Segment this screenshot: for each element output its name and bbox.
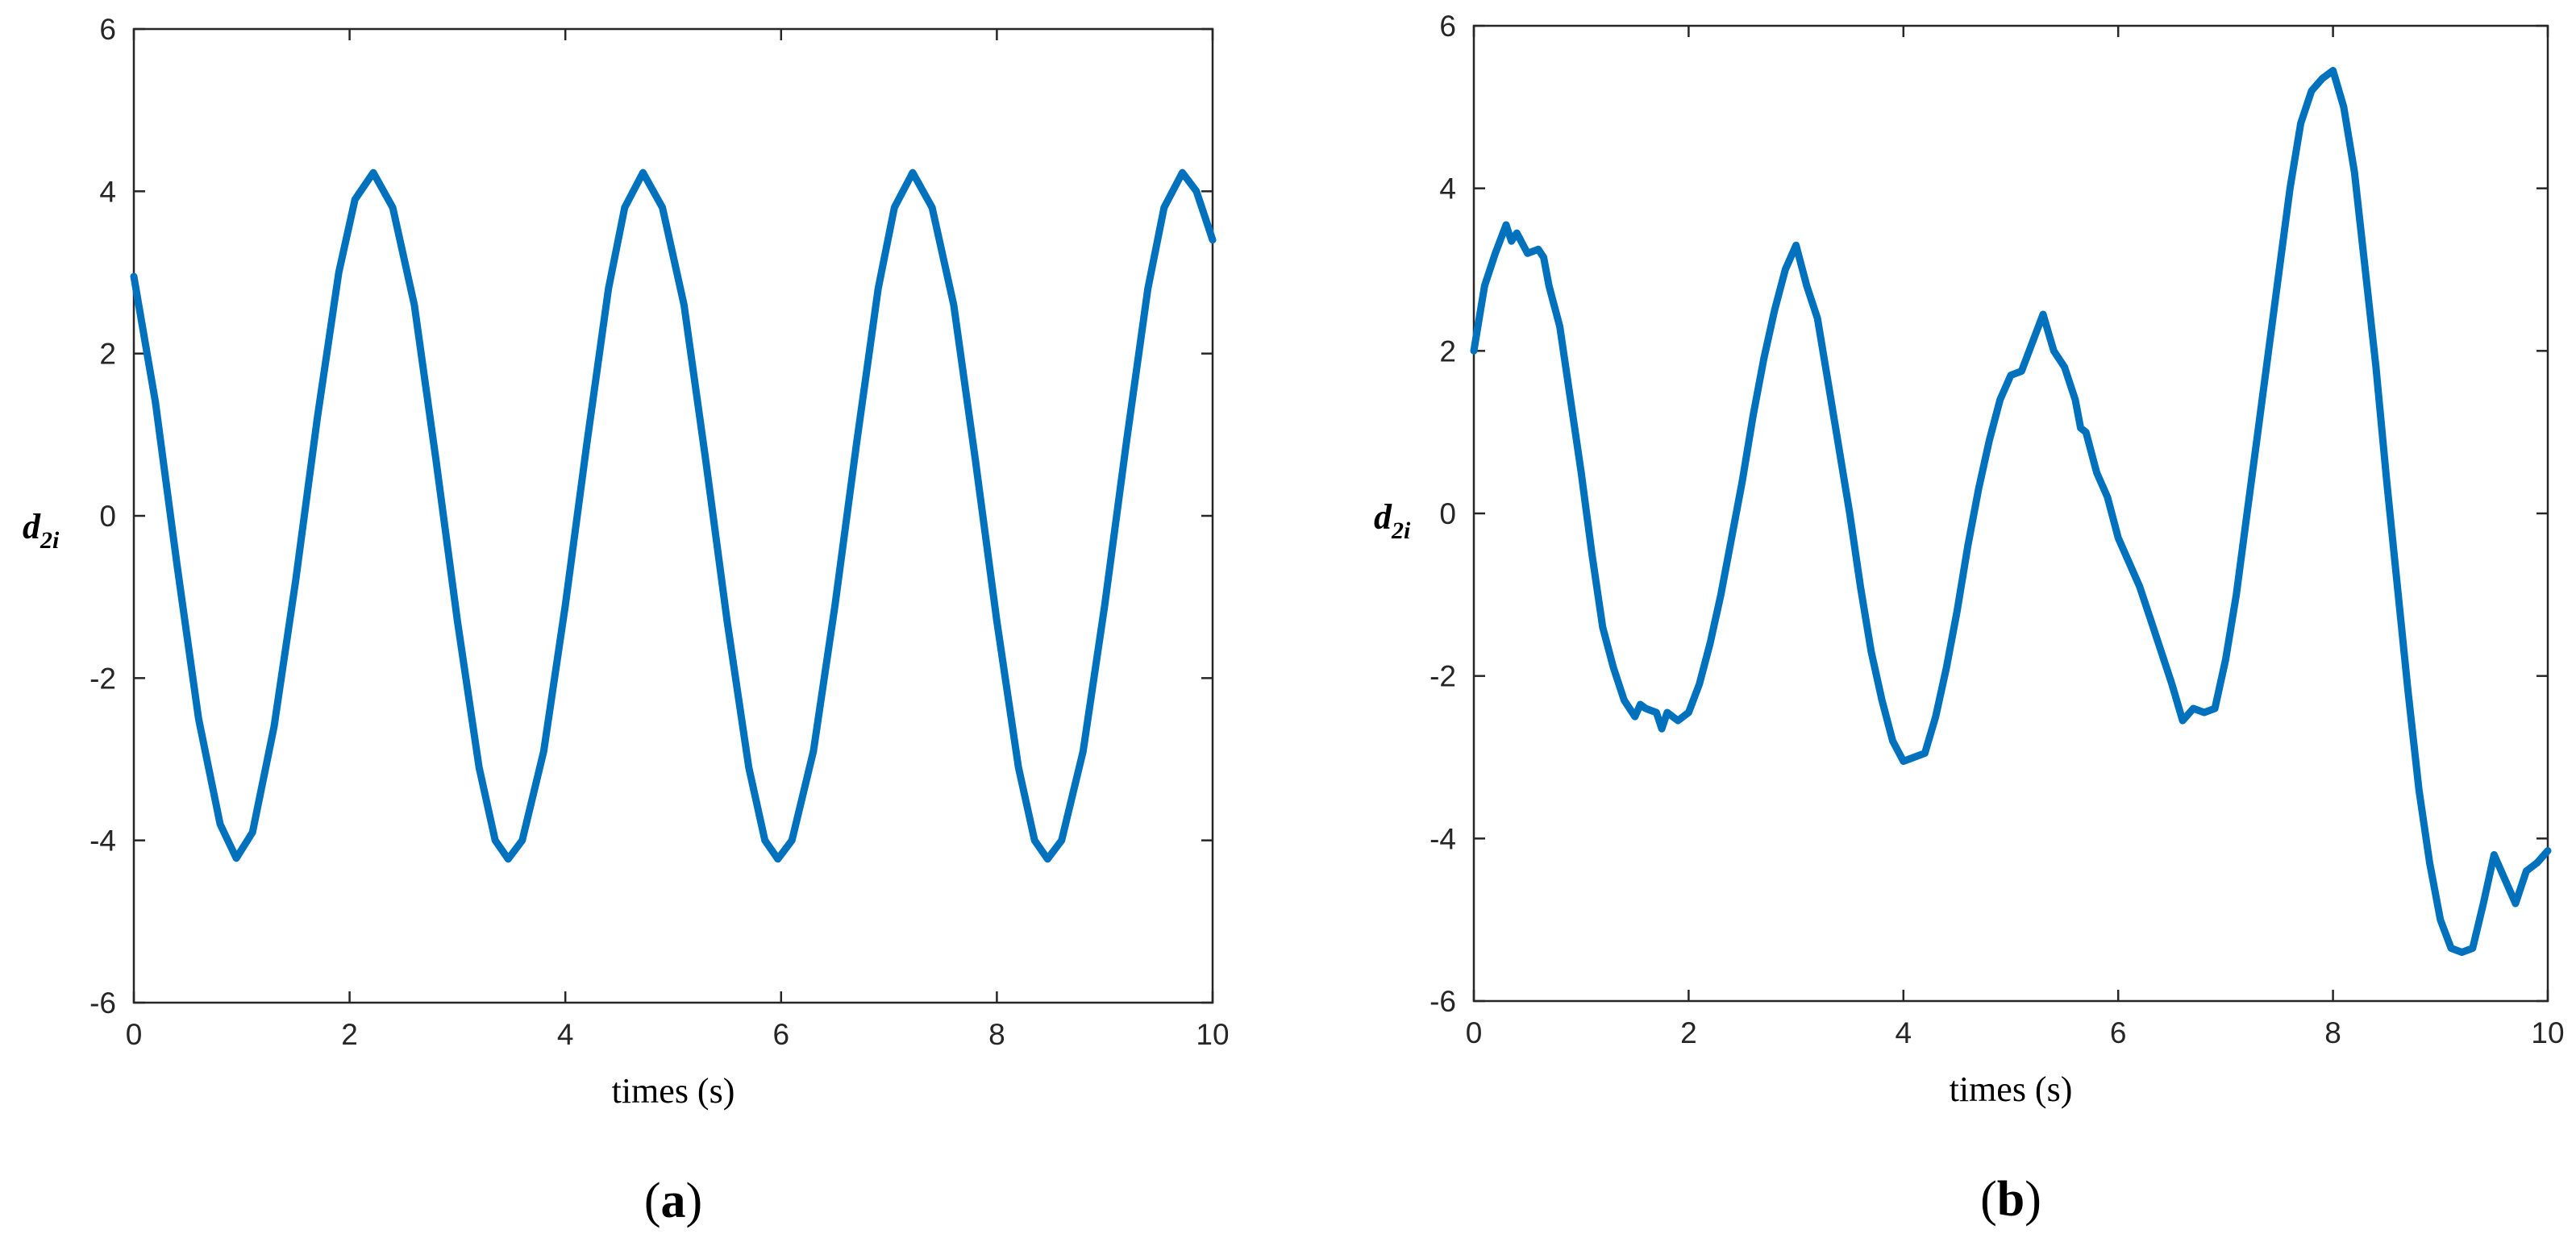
x-axis-label: times (s): [1950, 1070, 2073, 1109]
y-tick-label: -2: [1429, 660, 1456, 693]
panel-label-open-paren: (: [644, 1174, 661, 1228]
y-tick-label: 6: [1439, 10, 1456, 43]
y-tick-label: 4: [99, 175, 116, 208]
panel-label-close-paren: ): [2025, 1172, 2041, 1227]
panel-label: (b): [1980, 1172, 2041, 1227]
y-axis-label-main: d: [1374, 497, 1392, 537]
x-tick-label: 2: [341, 1018, 358, 1051]
x-tick-label: 4: [557, 1018, 574, 1051]
chart-panel-a: 0 2 4 6 8 10 6 4 2 0 -2 -4 -6 times (s) d2i (a): [23, 13, 1230, 1228]
y-tick-label: -6: [89, 987, 116, 1020]
y-tick-label: 0: [99, 500, 116, 533]
y-tick-label: 2: [99, 338, 116, 371]
x-tick-label: 0: [126, 1018, 143, 1051]
panel-label-open-paren: (: [1980, 1172, 1997, 1227]
x-tick-label: 10: [2531, 1016, 2564, 1049]
y-tick-label: 4: [1439, 172, 1456, 206]
x-tick-label: 8: [2324, 1016, 2341, 1049]
panel-label-close-paren: ): [686, 1174, 703, 1228]
y-tick-label: -4: [1429, 822, 1456, 855]
y-axis-label-subscript: 2i: [1391, 517, 1411, 544]
x-axis-label: times (s): [612, 1071, 735, 1111]
y-tick-label: 0: [1439, 497, 1456, 530]
y-tick-label: 2: [1439, 334, 1456, 368]
x-tick-label: 10: [1196, 1018, 1229, 1051]
series-line: [1470, 67, 2552, 956]
panel-label-letter: b: [1997, 1172, 2025, 1227]
y-axis-label: d2i: [23, 507, 60, 554]
x-tick-label: 6: [773, 1018, 790, 1051]
panel-label: (a): [644, 1174, 702, 1228]
y-tick-label: -6: [1429, 985, 1456, 1018]
y-axis-label-subscript: 2i: [40, 527, 60, 554]
y-tick-label: 6: [99, 13, 116, 46]
panel-label-letter: a: [661, 1174, 686, 1228]
y-axis-label-main: d: [23, 507, 41, 546]
x-tick-label: 8: [988, 1018, 1005, 1051]
x-tick-label: 2: [1680, 1016, 1697, 1049]
y-tick-label: -4: [89, 825, 116, 858]
x-tick-label: 4: [1896, 1016, 1912, 1049]
series-line: [130, 168, 1217, 863]
y-tick-label: -2: [89, 662, 116, 695]
x-tick-label: 6: [2110, 1016, 2127, 1049]
x-tick-label: 0: [1466, 1016, 1483, 1049]
y-axis-label: d2i: [1374, 497, 1411, 544]
chart-panel-b: 0 2 4 6 8 10 6 4 2 0 -2 -4 -6 times (s) d2i (b): [1374, 10, 2565, 1227]
